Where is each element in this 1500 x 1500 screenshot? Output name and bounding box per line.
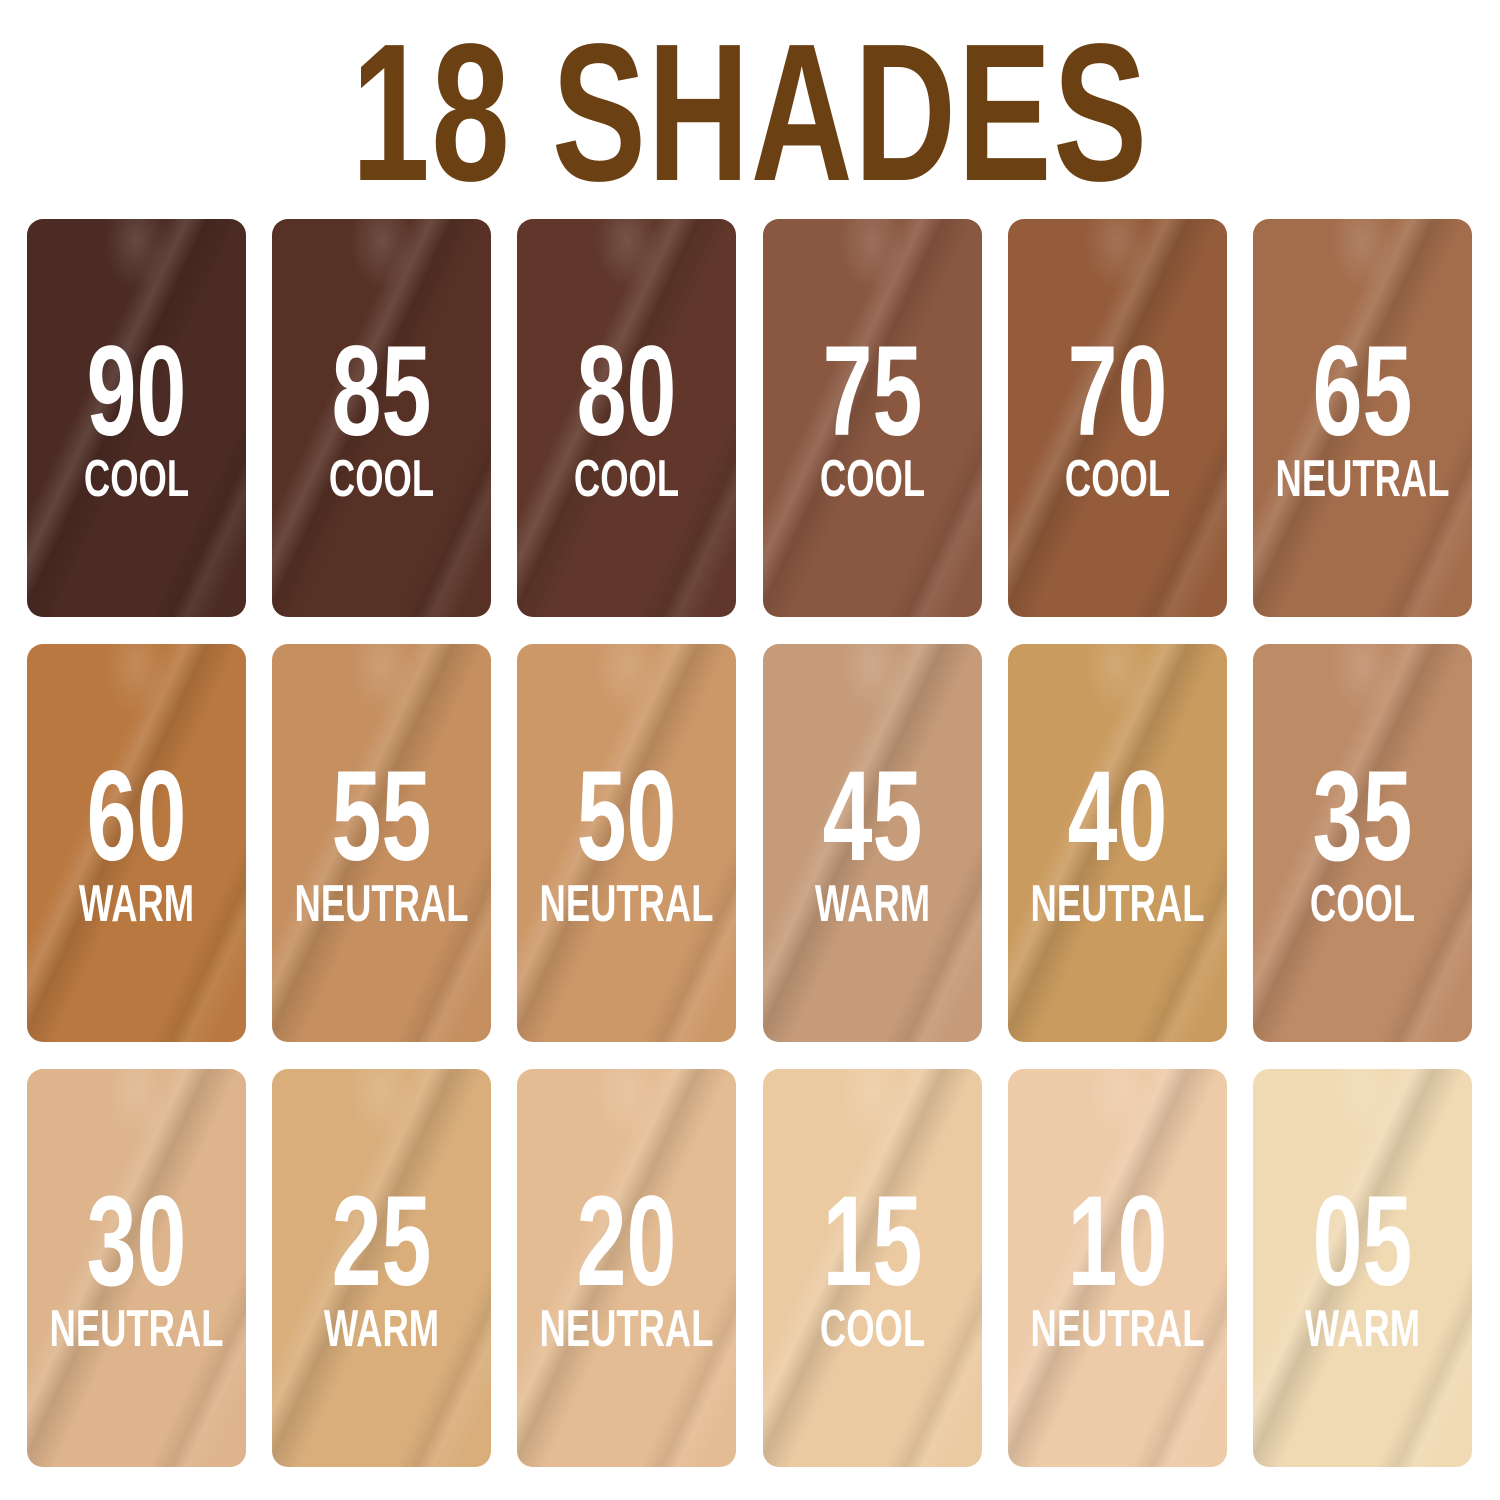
shade-number: 05 bbox=[1312, 1170, 1413, 1313]
shade-number: 90 bbox=[86, 320, 187, 463]
shade-swatch: 50 NEUTRAL bbox=[517, 644, 737, 1042]
shade-swatch: 25 WARM bbox=[272, 1069, 492, 1467]
shade-undertone: WARM bbox=[814, 875, 930, 933]
shade-swatch: 15 COOL bbox=[762, 1069, 982, 1467]
shade-swatch: 70 COOL bbox=[1007, 219, 1227, 617]
page-title: 18 SHADES bbox=[351, 3, 1149, 222]
shade-undertone: WARM bbox=[1304, 1300, 1421, 1358]
shade-undertone: NEUTRAL bbox=[1275, 450, 1450, 508]
shade-undertone: COOL bbox=[83, 450, 190, 508]
shade-swatch: 05 WARM bbox=[1252, 1069, 1472, 1467]
shade-number: 45 bbox=[822, 745, 922, 888]
shade-grid: 90 COOL 85 COOL 80 COOL 75 COOL 70 COOL 65 NEUTRAL 6… bbox=[27, 219, 1472, 1467]
shade-number: 70 bbox=[1067, 320, 1168, 463]
shade-number: 40 bbox=[1067, 745, 1168, 888]
shade-undertone: WARM bbox=[324, 1300, 440, 1358]
shade-swatch: 65 NEUTRAL bbox=[1252, 219, 1472, 617]
shade-swatch: 10 NEUTRAL bbox=[1007, 1069, 1227, 1467]
shade-swatch: 30 NEUTRAL bbox=[27, 1069, 246, 1467]
shade-undertone: NEUTRAL bbox=[1030, 875, 1205, 933]
shade-number: 35 bbox=[1312, 745, 1413, 888]
shade-swatch: 35 COOL bbox=[1252, 644, 1472, 1042]
shade-undertone: COOL bbox=[1064, 450, 1170, 508]
shade-number: 10 bbox=[1067, 1170, 1168, 1313]
shade-undertone: NEUTRAL bbox=[49, 1300, 224, 1358]
shade-number: 30 bbox=[86, 1170, 187, 1313]
shade-undertone: NEUTRAL bbox=[1030, 1300, 1205, 1358]
shade-undertone: NEUTRAL bbox=[539, 875, 714, 933]
shade-swatch: 40 NEUTRAL bbox=[1007, 644, 1227, 1042]
shade-undertone: COOL bbox=[1309, 875, 1416, 933]
shade-undertone: COOL bbox=[819, 450, 925, 508]
shade-swatch: 90 COOL bbox=[27, 219, 246, 617]
shade-number: 50 bbox=[577, 745, 677, 888]
shade-number: 55 bbox=[331, 745, 432, 888]
shade-undertone: WARM bbox=[78, 875, 195, 933]
shade-number: 65 bbox=[1312, 320, 1413, 463]
shade-number: 75 bbox=[822, 320, 922, 463]
shade-number: 20 bbox=[577, 1170, 677, 1313]
shade-swatch: 60 WARM bbox=[27, 644, 246, 1042]
shade-number: 15 bbox=[822, 1170, 922, 1313]
shade-number: 85 bbox=[331, 320, 432, 463]
shade-undertone: COOL bbox=[329, 450, 435, 508]
shade-swatch: 45 WARM bbox=[762, 644, 982, 1042]
shade-undertone: COOL bbox=[819, 1300, 925, 1358]
shade-swatch: 75 COOL bbox=[762, 219, 982, 617]
shade-number: 60 bbox=[86, 745, 187, 888]
shade-undertone: COOL bbox=[574, 450, 680, 508]
shade-undertone: NEUTRAL bbox=[539, 1300, 714, 1358]
shade-undertone: NEUTRAL bbox=[294, 875, 469, 933]
shade-swatch: 55 NEUTRAL bbox=[272, 644, 492, 1042]
shade-number: 80 bbox=[577, 320, 677, 463]
shade-swatch: 20 NEUTRAL bbox=[517, 1069, 737, 1467]
shade-swatch: 85 COOL bbox=[272, 219, 492, 617]
shade-swatch: 80 COOL bbox=[517, 219, 737, 617]
shade-number: 25 bbox=[331, 1170, 432, 1313]
